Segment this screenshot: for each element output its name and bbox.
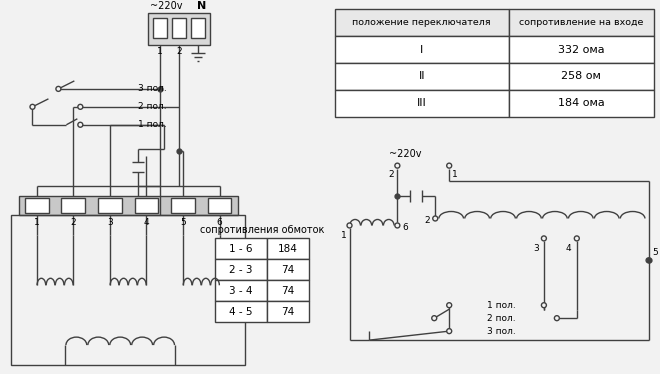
Text: 3: 3: [533, 244, 539, 253]
Text: 5: 5: [180, 218, 186, 227]
Bar: [267, 259, 309, 280]
Text: сопротивления обмоток: сопротивления обмоток: [199, 226, 324, 236]
Bar: [509, 9, 653, 36]
Bar: [18, 196, 238, 215]
Text: 4: 4: [144, 218, 149, 227]
Text: III: III: [417, 98, 426, 108]
Text: 4: 4: [566, 244, 572, 253]
Text: 2: 2: [424, 216, 430, 225]
Text: 4 - 5: 4 - 5: [229, 307, 253, 317]
Text: II: II: [418, 71, 425, 82]
Text: 6: 6: [403, 223, 409, 232]
Text: ~220v: ~220v: [389, 149, 422, 159]
Circle shape: [432, 316, 437, 321]
Text: 74: 74: [281, 286, 294, 296]
Bar: [135, 197, 158, 214]
Bar: [215, 280, 267, 301]
Text: 3 пол.: 3 пол.: [487, 327, 516, 335]
Circle shape: [447, 329, 451, 334]
Text: 2: 2: [71, 218, 76, 227]
Circle shape: [541, 303, 546, 308]
Bar: [25, 197, 49, 214]
Bar: [267, 280, 309, 301]
Text: 1 пол.: 1 пол.: [487, 301, 516, 310]
Bar: [509, 63, 653, 90]
Text: 2 пол.: 2 пол.: [487, 314, 515, 323]
Text: ~220v: ~220v: [150, 1, 182, 11]
Text: 1: 1: [157, 47, 163, 56]
Text: 184: 184: [278, 244, 298, 254]
Bar: [509, 90, 653, 117]
Text: 74: 74: [281, 307, 294, 317]
Text: 332 ома: 332 ома: [558, 45, 605, 55]
Text: 1 пол.: 1 пол.: [138, 120, 167, 129]
Text: 5: 5: [653, 248, 659, 257]
Bar: [191, 18, 205, 38]
Bar: [11, 215, 245, 365]
Bar: [267, 301, 309, 322]
Text: 3 - 4: 3 - 4: [229, 286, 253, 296]
Bar: [172, 18, 186, 38]
Text: 74: 74: [281, 265, 294, 275]
Text: 2 пол.: 2 пол.: [138, 102, 167, 111]
Bar: [61, 197, 85, 214]
Bar: [215, 259, 267, 280]
Text: 184 ома: 184 ома: [558, 98, 605, 108]
Circle shape: [646, 258, 651, 263]
Text: 3: 3: [107, 218, 113, 227]
Bar: [215, 238, 267, 259]
Circle shape: [78, 104, 82, 109]
Bar: [215, 301, 267, 322]
Bar: [335, 90, 509, 117]
Text: 258 ом: 258 ом: [562, 71, 601, 82]
Text: 3 пол.: 3 пол.: [138, 85, 167, 94]
Text: 1: 1: [452, 170, 458, 179]
Circle shape: [395, 223, 400, 228]
Bar: [509, 36, 653, 63]
Bar: [208, 197, 232, 214]
Circle shape: [447, 303, 451, 308]
Bar: [153, 18, 167, 38]
Circle shape: [347, 223, 352, 228]
Circle shape: [30, 104, 35, 109]
Circle shape: [574, 236, 579, 241]
Circle shape: [433, 216, 438, 221]
Text: N: N: [197, 1, 207, 11]
Circle shape: [447, 163, 451, 168]
Bar: [335, 9, 509, 36]
Text: 1 - 6: 1 - 6: [229, 244, 253, 254]
Circle shape: [395, 163, 400, 168]
Circle shape: [78, 122, 82, 127]
Text: 1: 1: [341, 231, 346, 240]
Circle shape: [56, 86, 61, 91]
Text: 2: 2: [389, 170, 394, 179]
Text: 6: 6: [216, 218, 222, 227]
Bar: [171, 197, 195, 214]
Text: сопротивление на входе: сопротивление на входе: [519, 18, 644, 27]
Bar: [335, 36, 509, 63]
Bar: [148, 13, 210, 45]
Bar: [98, 197, 122, 214]
Bar: [267, 238, 309, 259]
Circle shape: [554, 316, 560, 321]
Text: I: I: [420, 45, 424, 55]
Bar: [335, 63, 509, 90]
Text: положение переключателя: положение переключателя: [352, 18, 491, 27]
Text: 2 - 3: 2 - 3: [229, 265, 253, 275]
Text: 2: 2: [176, 47, 182, 56]
Text: 1: 1: [34, 218, 40, 227]
Circle shape: [541, 236, 546, 241]
